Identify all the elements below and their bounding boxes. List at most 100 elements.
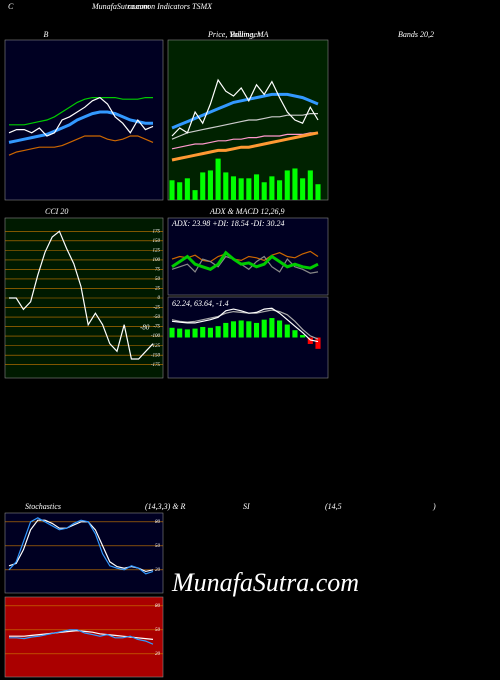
y-tick-label: -75 xyxy=(153,325,160,330)
bar xyxy=(215,326,221,338)
bar xyxy=(261,182,267,200)
line-series xyxy=(8,517,154,575)
bar xyxy=(238,320,244,338)
y-tick-label: -100 xyxy=(151,334,161,339)
y-tick-label: -175 xyxy=(151,363,161,368)
label: Stochastics xyxy=(25,502,61,511)
line-series xyxy=(9,629,154,645)
bar xyxy=(177,182,183,200)
bar xyxy=(277,320,283,338)
y-tick-label: 20 xyxy=(155,568,161,573)
line-series xyxy=(171,250,319,263)
bar xyxy=(300,335,306,338)
line-series xyxy=(171,113,318,140)
label: Bollinger xyxy=(230,30,261,39)
bar xyxy=(192,328,198,338)
bar xyxy=(207,170,213,200)
y-tick-label: 150 xyxy=(153,239,161,244)
line-series xyxy=(171,92,319,130)
bar xyxy=(200,172,206,200)
bar xyxy=(184,178,190,200)
bar xyxy=(307,337,313,344)
label: ) xyxy=(432,502,436,511)
bar xyxy=(223,172,229,200)
bar xyxy=(315,184,321,200)
label: 62.24, 63.64, -1.4 xyxy=(172,299,229,308)
bar xyxy=(284,324,290,338)
y-tick-label: 80 xyxy=(155,520,161,525)
bar xyxy=(215,158,221,200)
bar xyxy=(253,322,260,338)
y-tick-label: 125 xyxy=(153,249,161,254)
bar xyxy=(292,330,298,338)
bar xyxy=(246,178,252,200)
bar xyxy=(253,174,260,200)
line-series xyxy=(8,135,154,156)
label: (14,3,3) & R xyxy=(145,502,186,511)
line-series xyxy=(9,97,153,126)
label: MunafaSutra.com xyxy=(91,2,150,11)
line-series xyxy=(171,78,319,137)
line-series xyxy=(171,307,319,343)
y-tick-label: 50 xyxy=(155,628,161,633)
label: (14,5 xyxy=(325,502,342,511)
bar xyxy=(177,328,183,338)
panel-background xyxy=(4,596,164,678)
bar xyxy=(315,337,321,349)
line-series xyxy=(8,96,154,137)
label: -80 xyxy=(140,324,150,332)
bar xyxy=(292,168,298,200)
bar xyxy=(261,319,267,338)
y-tick-label: 80 xyxy=(155,604,161,609)
bar xyxy=(169,327,175,338)
label: ADX: 23.98 +DI: 18.54 -DI: 30.24 xyxy=(171,219,285,228)
bar xyxy=(184,329,190,338)
label: C xyxy=(8,2,14,11)
line-series xyxy=(171,309,319,340)
y-tick-label: 25 xyxy=(155,287,161,292)
label: Bands 20,2 xyxy=(398,30,434,39)
y-tick-label: -125 xyxy=(151,344,161,349)
line-series xyxy=(171,132,318,150)
bar xyxy=(169,180,175,200)
watermark: MunafaSutra.com xyxy=(171,568,359,597)
y-tick-label: 0 xyxy=(158,296,161,301)
bar xyxy=(269,318,275,338)
bar xyxy=(277,180,283,200)
bar xyxy=(200,326,206,338)
bar xyxy=(230,176,237,200)
label: SI xyxy=(243,502,250,511)
y-tick-label: -150 xyxy=(151,353,161,358)
bar xyxy=(207,327,213,338)
line-series xyxy=(171,131,319,162)
bar xyxy=(246,321,252,338)
line-series xyxy=(9,230,154,360)
y-tick-label: 50 xyxy=(155,544,161,549)
bar xyxy=(223,322,229,338)
y-tick-label: 50 xyxy=(155,277,161,282)
bar xyxy=(300,178,306,200)
panel-background xyxy=(4,39,164,201)
bar xyxy=(192,190,198,200)
line-series xyxy=(8,110,153,144)
bar xyxy=(307,170,313,200)
line-series xyxy=(171,250,319,271)
y-tick-label: 100 xyxy=(153,258,161,263)
label: B xyxy=(44,30,49,39)
y-tick-label: 20 xyxy=(155,652,161,657)
label: CCI 20 xyxy=(45,207,68,216)
y-tick-label: 75 xyxy=(155,268,161,273)
y-tick-label: -50 xyxy=(153,315,160,320)
y-tick-label: 175 xyxy=(153,229,161,234)
label: Price, Volume, MA xyxy=(207,30,269,39)
bar xyxy=(269,176,275,200)
label: common Indicators TSMX xyxy=(128,2,213,11)
y-tick-label: -25 xyxy=(153,306,160,311)
bar xyxy=(230,321,237,338)
bar xyxy=(284,170,290,200)
label: ADX & MACD 12,26,9 xyxy=(209,207,284,216)
bar xyxy=(238,178,244,200)
panel-background xyxy=(4,512,164,594)
